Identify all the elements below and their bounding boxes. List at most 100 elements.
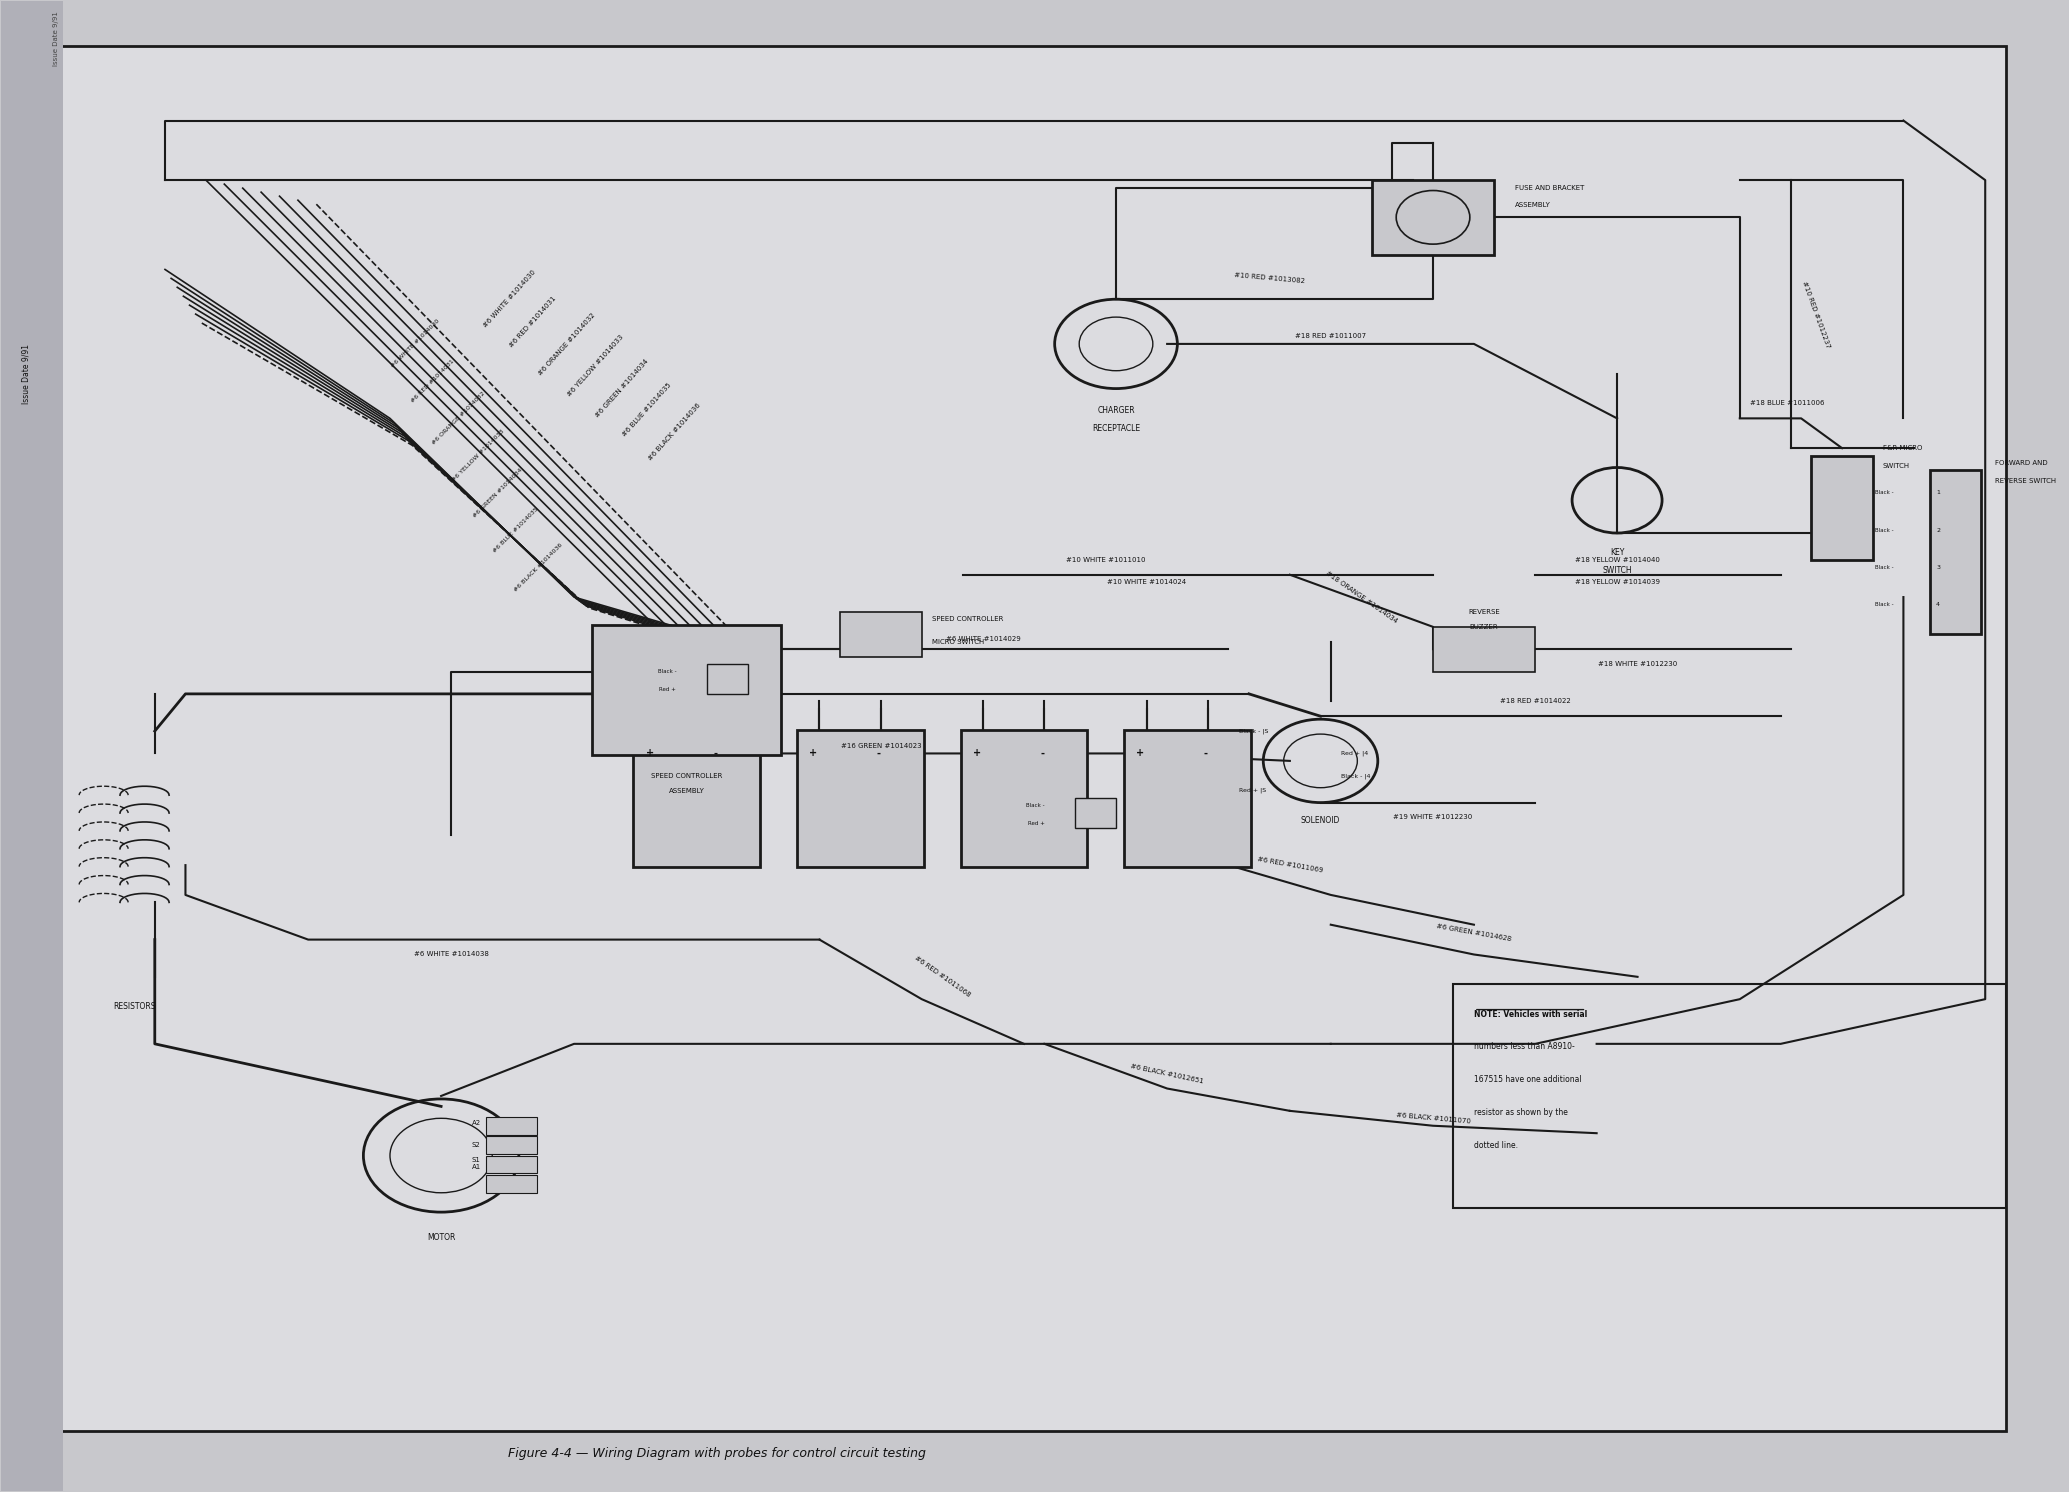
FancyBboxPatch shape [633, 730, 759, 867]
Text: S2: S2 [472, 1141, 480, 1149]
Text: Black -: Black - [1875, 528, 1893, 533]
Text: #6 GREEN #1014628: #6 GREEN #1014628 [1436, 922, 1512, 941]
Text: #6 BLACK #1011070: #6 BLACK #1011070 [1395, 1112, 1471, 1125]
FancyBboxPatch shape [797, 730, 923, 867]
Text: Figure 4-4 — Wiring Diagram with probes for control circuit testing: Figure 4-4 — Wiring Diagram with probes … [509, 1447, 927, 1459]
Text: #6 ORANGE #1014032: #6 ORANGE #1014032 [538, 312, 596, 376]
Text: 3: 3 [1937, 565, 1941, 570]
Text: #6 RED #1014031: #6 RED #1014031 [410, 358, 455, 404]
Text: Issue Date 9/91: Issue Date 9/91 [52, 10, 58, 66]
Text: 4: 4 [1937, 603, 1941, 607]
Text: RECEPTACLE: RECEPTACLE [1092, 424, 1140, 433]
Text: #6 BLACK #1014036: #6 BLACK #1014036 [513, 542, 563, 592]
Text: #6 RED #1011069: #6 RED #1011069 [1256, 856, 1324, 874]
Text: Black -: Black - [1875, 603, 1893, 607]
Bar [1372, 181, 1494, 255]
Text: #6 YELLOW #1014033: #6 YELLOW #1014033 [565, 334, 625, 398]
FancyBboxPatch shape [2, 1, 62, 1491]
Bar [1810, 455, 1872, 560]
Text: #18 YELLOW #1014039: #18 YELLOW #1014039 [1575, 579, 1659, 585]
Text: numbers less than A8910-: numbers less than A8910- [1473, 1043, 1575, 1052]
Text: FUSE AND BRACKET: FUSE AND BRACKET [1515, 185, 1585, 191]
Text: resistor as shown by the: resistor as shown by the [1473, 1109, 1568, 1118]
FancyBboxPatch shape [592, 625, 780, 755]
Bar [1434, 627, 1535, 671]
Text: Black -: Black - [658, 668, 677, 674]
Text: Red + |4: Red + |4 [1341, 750, 1368, 756]
Text: BUZZER: BUZZER [1469, 624, 1498, 630]
Text: Black - |S: Black - |S [1239, 728, 1268, 734]
Text: #18 ORANGE #1014034: #18 ORANGE #1014034 [1324, 570, 1399, 624]
Text: #18 YELLOW #1014040: #18 YELLOW #1014040 [1575, 557, 1659, 562]
Text: #6 WHITE #1014029: #6 WHITE #1014029 [946, 636, 1020, 642]
Bar [708, 664, 747, 694]
Text: #18 RED #1014022: #18 RED #1014022 [1500, 698, 1570, 704]
Text: #10 RED #1013082: #10 RED #1013082 [1233, 273, 1306, 285]
Text: F&R MICRO: F&R MICRO [1883, 445, 1922, 451]
Text: KEY: KEY [1610, 548, 1624, 557]
Text: #16 GREEN #1014023: #16 GREEN #1014023 [840, 743, 921, 749]
Text: ASSEMBLY: ASSEMBLY [1515, 203, 1550, 209]
Text: Black - |4: Black - |4 [1341, 773, 1370, 779]
FancyBboxPatch shape [41, 46, 2005, 1431]
Text: #10 RED #1012237: #10 RED #1012237 [1802, 280, 1831, 349]
Text: #6 BLACK #1014036: #6 BLACK #1014036 [648, 401, 701, 461]
Text: SWITCH: SWITCH [1601, 565, 1632, 574]
Text: -: - [714, 749, 718, 758]
Text: REVERSE SWITCH: REVERSE SWITCH [1995, 477, 2057, 483]
Text: #18 WHITE #1012230: #18 WHITE #1012230 [1597, 661, 1678, 667]
Text: #18 RED #1011007: #18 RED #1011007 [1295, 334, 1366, 340]
Text: +: + [972, 749, 981, 758]
Text: #6 BLACK #1012651: #6 BLACK #1012651 [1130, 1062, 1204, 1085]
Text: NOTE: Vehicles with serial: NOTE: Vehicles with serial [1473, 1010, 1587, 1019]
Text: Black -: Black - [1875, 565, 1893, 570]
Text: 167515 have one additional: 167515 have one additional [1473, 1076, 1581, 1085]
Text: #6 BLUE #1014035: #6 BLUE #1014035 [621, 382, 672, 437]
Text: dotted line.: dotted line. [1473, 1140, 1519, 1150]
Text: #19 WHITE #1012230: #19 WHITE #1012230 [1392, 815, 1473, 821]
Text: SPEED CONTROLLER: SPEED CONTROLLER [652, 773, 722, 779]
Text: +: + [809, 749, 817, 758]
Text: #6 BLUE #1014035: #6 BLUE #1014035 [492, 506, 540, 554]
Text: SOLENOID: SOLENOID [1301, 816, 1341, 825]
Bar [1076, 798, 1115, 828]
Text: Black -: Black - [1875, 491, 1893, 495]
Bar [1452, 985, 2005, 1207]
Text: #6 GREEN #1014034: #6 GREEN #1014034 [594, 358, 650, 419]
Text: Red +: Red + [660, 686, 677, 692]
Text: REVERSE: REVERSE [1469, 609, 1500, 615]
Text: #10 WHITE #1014024: #10 WHITE #1014024 [1107, 579, 1186, 585]
Text: MICRO SWITCH: MICRO SWITCH [931, 639, 985, 645]
Bar [486, 1118, 538, 1135]
Text: 1: 1 [1937, 491, 1941, 495]
Bar [1930, 470, 1982, 634]
Text: #6 WHITE #1014038: #6 WHITE #1014038 [414, 952, 488, 958]
Text: #6 GREEN #1014034: #6 GREEN #1014034 [472, 467, 523, 518]
Text: #6 WHITE #1014030: #6 WHITE #1014030 [389, 319, 441, 369]
Text: RESISTORS: RESISTORS [114, 1003, 155, 1012]
Text: #6 ORANGE #1014032: #6 ORANGE #1014032 [430, 391, 486, 446]
Text: Black -: Black - [1026, 803, 1045, 809]
Text: #18 BLUE #1011006: #18 BLUE #1011006 [1750, 400, 1825, 406]
Text: 2: 2 [1937, 528, 1941, 533]
Bar [486, 1137, 538, 1153]
Text: A2: A2 [472, 1120, 480, 1126]
Text: -: - [877, 749, 881, 758]
Text: SPEED CONTROLLER: SPEED CONTROLLER [931, 616, 1003, 622]
Text: Red + |S: Red + |S [1239, 788, 1266, 794]
Text: -: - [1204, 749, 1208, 758]
Text: S1: S1 [472, 1156, 480, 1162]
Bar [486, 1155, 538, 1173]
Text: SWITCH: SWITCH [1883, 463, 1910, 468]
Text: Issue Date 9/91: Issue Date 9/91 [21, 343, 31, 404]
Bar [840, 612, 921, 656]
Text: A1: A1 [472, 1164, 480, 1170]
FancyBboxPatch shape [960, 730, 1088, 867]
FancyBboxPatch shape [1123, 730, 1252, 867]
Text: ASSEMBLY: ASSEMBLY [668, 788, 703, 794]
Text: +: + [1136, 749, 1144, 758]
Text: FORWARD AND: FORWARD AND [1995, 460, 2048, 466]
Text: MOTOR: MOTOR [426, 1232, 455, 1241]
Text: #6 WHITE #1014030: #6 WHITE #1014030 [482, 270, 536, 330]
Text: #10 WHITE #1011010: #10 WHITE #1011010 [1066, 557, 1146, 562]
